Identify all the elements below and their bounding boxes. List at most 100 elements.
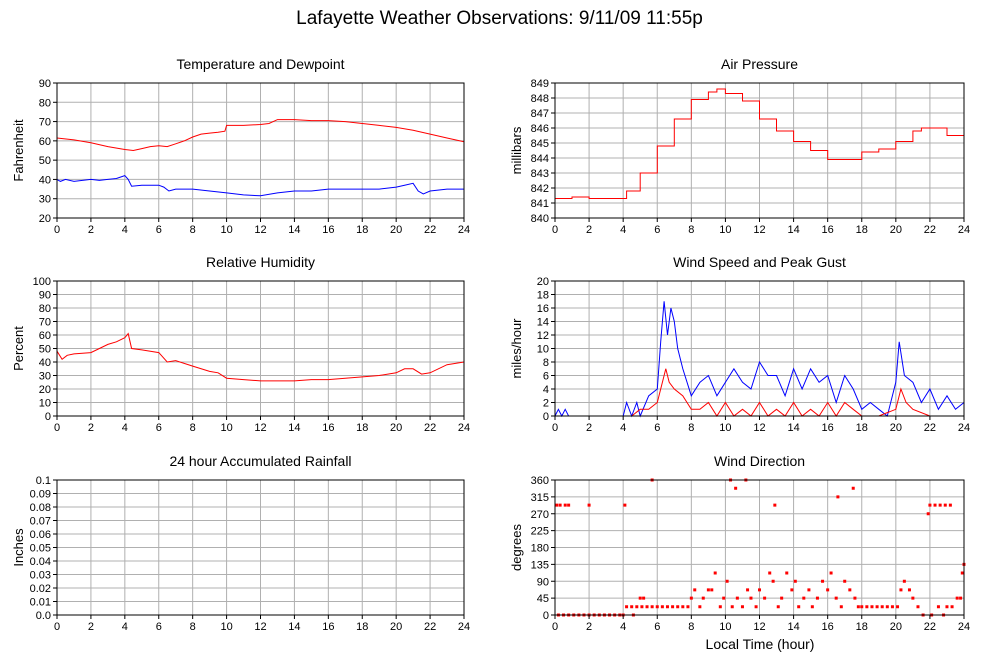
y-tick-label: 0.01 <box>30 597 51 609</box>
air-pressure-chart: 0 2 4 6 8 10 12 14 16 18 20 22 248408418428438448458… <box>509 56 970 236</box>
y-tick-label: 0.0 <box>36 610 51 622</box>
data-point <box>776 605 780 609</box>
data-point <box>853 596 857 600</box>
y-tick-label: 16 <box>537 303 549 315</box>
data-point <box>635 605 639 609</box>
x-tick-label: 12 <box>753 422 765 434</box>
data-point <box>948 503 952 507</box>
y-tick-label: 60 <box>39 330 51 342</box>
x-tick-label: 14 <box>787 224 799 236</box>
y-tick-label: 0 <box>543 411 549 423</box>
y-tick-label: 80 <box>39 303 51 315</box>
x-tick-label: 6 <box>654 621 660 633</box>
data-point <box>875 605 879 609</box>
data-point <box>848 588 852 592</box>
x-tick-label: 20 <box>390 224 402 236</box>
x-tick-label: 20 <box>890 422 902 434</box>
data-point <box>671 605 675 609</box>
y-tick-label: 0.05 <box>30 543 51 555</box>
data-point <box>587 503 591 507</box>
x-tick-label: 22 <box>424 422 436 434</box>
series-line-blue-0 <box>554 301 965 418</box>
x-tick-label: 0 <box>54 621 60 633</box>
y-tick-label: 60 <box>39 136 51 148</box>
y-tick-label: 848 <box>531 93 549 105</box>
y-tick-label: 20 <box>537 276 549 288</box>
x-tick-label: 8 <box>190 422 196 434</box>
data-point <box>899 588 903 592</box>
data-point <box>725 579 729 583</box>
x-tick-label: 16 <box>822 422 834 434</box>
data-point <box>785 571 789 575</box>
y-tick-label: 0.08 <box>30 502 51 514</box>
data-point <box>676 605 680 609</box>
y-tick-label: 12 <box>537 330 549 342</box>
x-tick-label: 16 <box>322 621 334 633</box>
data-point <box>713 571 717 575</box>
x-tick-label: 16 <box>822 621 834 633</box>
x-tick-label: 4 <box>122 224 128 236</box>
y-tick-label: 20 <box>39 213 51 225</box>
data-point <box>718 605 722 609</box>
x-tick-label: 22 <box>924 224 936 236</box>
x-tick-label: 14 <box>288 621 300 633</box>
page-title: Lafayette Weather Observations: 9/11/09 … <box>296 8 703 29</box>
x-tick-label: 24 <box>458 621 470 633</box>
x-tick-label: 20 <box>390 621 402 633</box>
y-tick-label: 180 <box>531 543 549 555</box>
x-tick-label: 20 <box>890 224 902 236</box>
y-tick-label: 315 <box>531 492 549 504</box>
data-point <box>698 605 702 609</box>
y-axis-title: Inches <box>11 528 26 567</box>
x-tick-label: 24 <box>458 224 470 236</box>
x-tick-label: 4 <box>122 621 128 633</box>
x-tick-label: 2 <box>88 224 94 236</box>
data-point <box>638 596 642 600</box>
data-point <box>754 605 758 609</box>
data-point <box>902 579 906 583</box>
y-tick-label: 0.06 <box>30 529 51 541</box>
data-point <box>856 605 860 609</box>
data-point <box>655 605 659 609</box>
data-point <box>706 588 710 592</box>
series-line-red-0 <box>56 119 465 152</box>
x-tick-label: 16 <box>322 224 334 236</box>
x-tick-label: 18 <box>856 422 868 434</box>
data-point <box>640 605 644 609</box>
data-point <box>693 588 697 592</box>
x-tick-label: 8 <box>688 422 694 434</box>
x-tick-label: 20 <box>890 621 902 633</box>
data-point <box>771 579 775 583</box>
y-tick-label: 841 <box>531 198 549 210</box>
x-tick-label: 2 <box>88 422 94 434</box>
data-point <box>749 596 753 600</box>
data-point <box>896 605 900 609</box>
x-tick-label: 2 <box>88 621 94 633</box>
data-point <box>880 605 884 609</box>
y-tick-label: 225 <box>531 526 549 538</box>
data-point <box>681 605 685 609</box>
data-point <box>836 495 840 499</box>
x-tick-label: 12 <box>753 224 765 236</box>
data-point <box>623 503 627 507</box>
data-point <box>735 596 739 600</box>
data-point <box>567 503 571 507</box>
data-point <box>558 503 562 507</box>
x-tick-label: 0 <box>54 422 60 434</box>
y-axis-title: miles/hour <box>509 318 524 379</box>
y-tick-label: 0 <box>45 411 51 423</box>
x-tick-label: 24 <box>958 621 970 633</box>
data-point <box>758 588 761 592</box>
y-tick-label: 844 <box>531 153 549 165</box>
y-tick-label: 0.03 <box>30 570 51 582</box>
y-tick-label: 0.1 <box>36 475 51 487</box>
x-tick-label: 4 <box>620 422 626 434</box>
data-point <box>665 605 669 609</box>
y-tick-label: 40 <box>39 174 51 186</box>
x-tick-label: 12 <box>254 422 266 434</box>
y-axis-title: degrees <box>509 524 524 571</box>
data-point <box>950 605 954 609</box>
x-axis-title: Local Time (hour) <box>706 636 815 652</box>
data-point <box>650 605 654 609</box>
y-tick-label: 100 <box>33 276 51 288</box>
